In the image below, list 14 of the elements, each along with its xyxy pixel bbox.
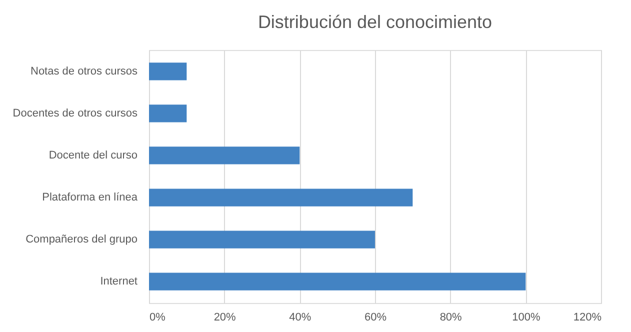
x-tick-label: 80% [440, 312, 462, 324]
y-tick-label: Compañeros del grupo [26, 234, 138, 246]
y-tick-label: Docente del curso [48, 149, 138, 162]
y-tick-label: Internet [100, 276, 138, 288]
chart-title: Distribución del conocimiento [258, 12, 492, 32]
y-tick-label: Docentes de otros cursos [12, 107, 138, 120]
y-tick-label: Plataforma en línea [42, 192, 138, 204]
x-tick-label: 60% [364, 312, 387, 324]
x-tick-label: 40% [289, 312, 312, 324]
x-tick-label: 20% [214, 312, 236, 324]
y-tick-label: Notas de otros cursos [30, 65, 138, 78]
x-tick-label: 100% [512, 312, 540, 324]
x-tick-label: 120% [573, 312, 602, 324]
x-tick-label: 0% [150, 312, 166, 324]
